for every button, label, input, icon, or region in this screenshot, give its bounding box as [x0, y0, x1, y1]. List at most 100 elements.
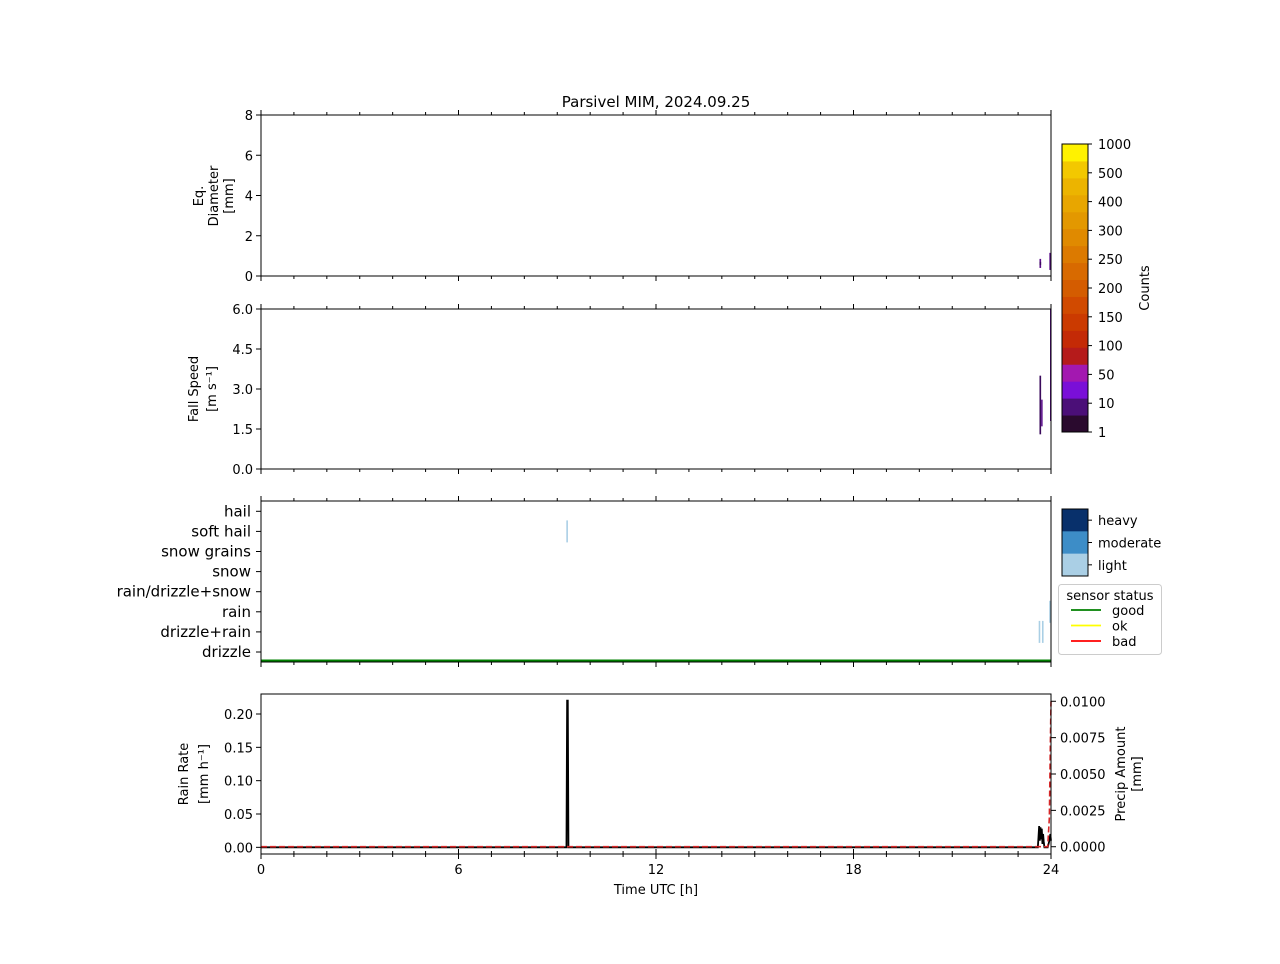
- category-label: snow grains: [161, 543, 251, 561]
- x-axis-label: Time UTC [h]: [613, 883, 698, 898]
- colorbar-tick-label: 50: [1098, 368, 1115, 383]
- y-tick-label: 6: [245, 149, 253, 164]
- diameter-cells: [1039, 252, 1051, 270]
- colorbar-cell: [1062, 381, 1088, 399]
- x-tick-label: 0: [257, 863, 265, 878]
- colorbar-tick-label: 250: [1098, 253, 1123, 268]
- colorbar-cell: [1062, 347, 1088, 365]
- category-label: drizzle: [202, 643, 251, 661]
- colorbar-tick-label: 1: [1098, 426, 1106, 441]
- y-tick-label: 0.0025: [1060, 804, 1106, 819]
- y-tick-label: 0.10: [224, 775, 253, 790]
- colorbar-tick-label: 100: [1098, 340, 1123, 355]
- colorbar-tick-label: 500: [1098, 167, 1123, 182]
- colorbar-cell: [1062, 279, 1088, 297]
- y-tick-label: 4.5: [232, 343, 253, 358]
- rain-rate-xticks: 0 6 12 18 24: [257, 849, 1059, 878]
- sensor-status-label: ok: [1112, 620, 1128, 635]
- colorbar-cell: [1062, 245, 1088, 264]
- diameter-ylabel-1: Eq.: [192, 186, 207, 207]
- y-tick-label: 3.0: [232, 383, 253, 398]
- rain-rate-ylabel-1: Rain Rate: [177, 743, 192, 806]
- fall-speed-xticks: [260, 304, 1052, 474]
- fall-speed-axes-frame: [260, 308, 1052, 470]
- diameter-xticks: [260, 110, 1052, 281]
- precip-type-events: [261, 520, 1051, 662]
- diameter-ylabel-2: Diameter: [207, 165, 222, 226]
- precip-amount-line: [261, 701, 1052, 848]
- intensity-legend-cell: [1062, 553, 1088, 577]
- diameter-cell: [1039, 261, 1042, 265]
- y-tick-label: 4: [245, 190, 253, 205]
- rain-rate-lines: [261, 699, 1052, 849]
- category-label: snow: [212, 563, 251, 581]
- y-tick-label: 0: [245, 270, 253, 285]
- y-tick-label: 8: [245, 109, 253, 124]
- colorbar-tick-label: 300: [1098, 224, 1123, 239]
- rain-rate-yticks: 0.00 0.05 0.10 0.15 0.20: [224, 708, 261, 856]
- colorbar-cell: [1062, 313, 1088, 331]
- precip-amount-ylabel-1: Precip Amount: [1114, 727, 1129, 822]
- colorbar-cell: [1062, 194, 1088, 213]
- category-label: rain/drizzle+snow: [117, 583, 251, 601]
- intensity-legend: heavy moderate light: [1061, 508, 1161, 577]
- colorbar-tick-label: 150: [1098, 311, 1123, 326]
- y-tick-label: 0.0: [232, 463, 253, 478]
- y-tick-label: 0.0100: [1060, 695, 1106, 710]
- y-tick-label: 2: [245, 230, 253, 245]
- x-tick-label: 6: [454, 863, 462, 878]
- intensity-legend-labels: heavy moderate light: [1088, 514, 1161, 574]
- colorbar-tick-label: 1000: [1098, 138, 1131, 153]
- y-tick-label: 0.15: [224, 741, 253, 756]
- y-tick-label: 0.0075: [1060, 732, 1106, 747]
- diameter-yticks: 0 2 4 6 8: [245, 109, 261, 285]
- intensity-legend-label: heavy: [1098, 514, 1138, 529]
- colorbar-cell: [1062, 296, 1088, 314]
- colorbar-cell: [1062, 262, 1088, 281]
- category-label: hail: [224, 502, 251, 520]
- precip-type-panel: drizzle drizzle+rain rain rain/drizzle+snow…: [117, 496, 1052, 667]
- fall-speed-panel: 0.0 1.5 3.0 4.5 6.0 Fall Speed [m s⁻¹]: [187, 303, 1052, 478]
- colorbar-cell: [1062, 398, 1088, 416]
- colorbar-cell: [1062, 415, 1088, 433]
- category-label: rain: [222, 603, 251, 621]
- figure-title: Parsivel MIM, 2024.09.25: [562, 93, 750, 111]
- colorbar-cell: [1062, 364, 1088, 382]
- colorbar-cell: [1062, 228, 1088, 247]
- sensor-status-label: bad: [1112, 635, 1136, 650]
- y-tick-label: 0.0050: [1060, 768, 1106, 783]
- fall-speed-cells: [1039, 309, 1052, 435]
- intensity-legend-label: light: [1098, 559, 1127, 574]
- y-tick-label: 1.5: [232, 423, 253, 438]
- rain-rate-panel: 0.000.050.100.150.20 0.00000.00250.00500…: [177, 693, 1145, 898]
- colorbar-cell: [1062, 211, 1088, 230]
- colorbar-tick-label: 200: [1098, 282, 1123, 297]
- intensity-legend-cell: [1062, 509, 1088, 532]
- colorbar-cell: [1062, 330, 1088, 348]
- y-tick-label: 0.0000: [1060, 841, 1106, 856]
- x-tick-label: 12: [648, 863, 665, 878]
- colorbar-cells: [1062, 144, 1088, 433]
- colorbar-cell: [1062, 160, 1088, 179]
- counts-colorbar: 1 10 50 100 150 200 250 300 400 500 1000 Counts: [1061, 138, 1153, 441]
- rain-rate-line: [261, 699, 1052, 849]
- intensity-legend-label: moderate: [1098, 537, 1161, 552]
- colorbar-tick-label: 400: [1098, 196, 1123, 211]
- colorbar-ticks: 1 10 50 100 150 200 250 300 400 500 1000: [1088, 138, 1131, 441]
- y-tick-label: 6.0: [232, 303, 253, 318]
- fall-speed-cell: [1039, 375, 1042, 435]
- intensity-legend-cells: [1062, 509, 1088, 577]
- colorbar-cell: [1062, 177, 1088, 196]
- y-tick-label: 0.00: [224, 841, 253, 856]
- diameter-cell: [1049, 252, 1051, 270]
- colorbar-cell: [1062, 144, 1088, 162]
- precip-type-xticks: [260, 496, 1052, 667]
- precip-amount-ylabel-2: [mm]: [1130, 756, 1145, 791]
- precip-type-axes-frame: [260, 500, 1052, 663]
- intensity-legend-cell: [1062, 531, 1088, 554]
- sensor-status-legend-box: [1058, 584, 1162, 655]
- sensor-status-legend-title: sensor status: [1066, 589, 1153, 604]
